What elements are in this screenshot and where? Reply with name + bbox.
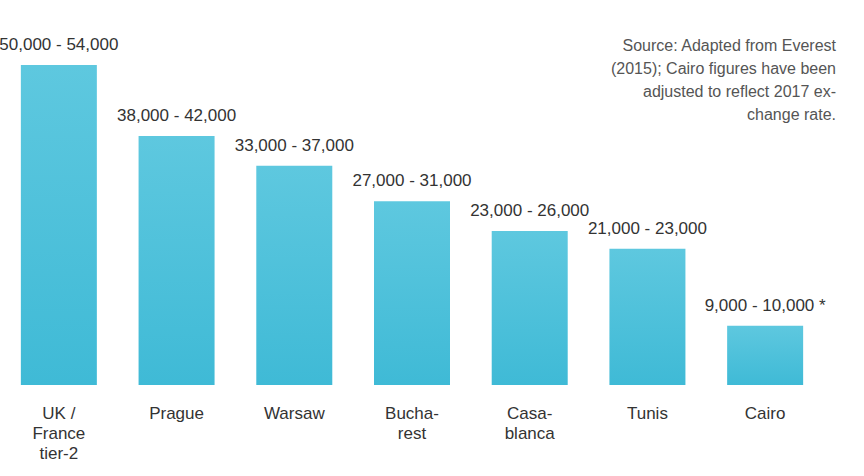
svg-text:rest: rest	[398, 424, 427, 443]
svg-text:21,000 - 23,000: 21,000 - 23,000	[588, 219, 707, 238]
svg-text:adjusted to reflect 2017 ex-: adjusted to reflect 2017 ex-	[643, 83, 836, 100]
svg-text:blanca: blanca	[505, 424, 556, 443]
svg-text:France: France	[32, 424, 85, 443]
svg-text:50,000 - 54,000: 50,000 - 54,000	[0, 35, 118, 54]
svg-text:Warsaw: Warsaw	[264, 404, 325, 423]
svg-text:Source: Adapted from Everest: Source: Adapted from Everest	[623, 37, 837, 54]
svg-text:33,000 - 37,000: 33,000 - 37,000	[235, 136, 354, 155]
svg-text:38,000 - 42,000: 38,000 - 42,000	[117, 106, 236, 125]
svg-text:Cairo: Cairo	[745, 404, 786, 423]
svg-text:Bucha-: Bucha-	[385, 404, 439, 423]
svg-text:27,000 - 31,000: 27,000 - 31,000	[352, 171, 471, 190]
svg-text:tier-2: tier-2	[39, 444, 78, 463]
svg-text:Prague: Prague	[149, 404, 204, 423]
svg-text:9,000 - 10,000 *: 9,000 - 10,000 *	[705, 296, 826, 315]
svg-text:change rate.: change rate.	[747, 106, 836, 123]
svg-text:(2015); Cairo figures have bee: (2015); Cairo figures have been	[611, 60, 836, 77]
svg-text:23,000 - 26,000: 23,000 - 26,000	[470, 201, 589, 220]
svg-text:Tunis: Tunis	[627, 404, 668, 423]
svg-text:Casa-: Casa-	[507, 404, 552, 423]
svg-text:UK /: UK /	[42, 404, 75, 423]
